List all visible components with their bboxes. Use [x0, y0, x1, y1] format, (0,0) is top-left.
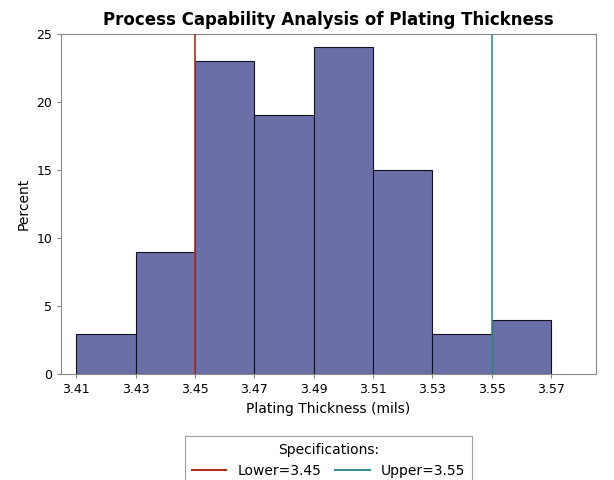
Bar — [195, 61, 254, 374]
Bar — [136, 252, 195, 374]
Bar — [492, 320, 551, 374]
Y-axis label: Percent: Percent — [17, 178, 31, 230]
Bar — [314, 47, 373, 374]
Bar — [254, 115, 314, 374]
X-axis label: Plating Thickness (mils): Plating Thickness (mils) — [246, 402, 411, 416]
Legend: Lower=3.45, Upper=3.55: Lower=3.45, Upper=3.55 — [185, 436, 472, 480]
Bar — [373, 170, 432, 374]
Bar — [432, 334, 492, 374]
Title: Process Capability Analysis of Plating Thickness: Process Capability Analysis of Plating T… — [103, 11, 554, 29]
Bar — [76, 334, 136, 374]
